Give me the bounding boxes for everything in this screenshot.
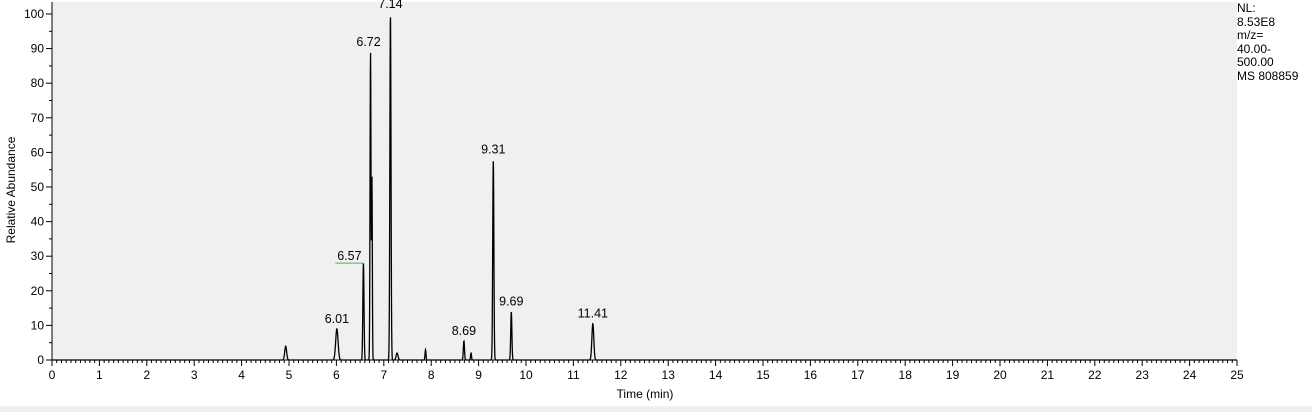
x-tick-label: 20 (993, 368, 1007, 382)
x-tick-label: 18 (899, 368, 913, 382)
peak-labels-group: 6.01 6.57 6.72 7.14 8.69 9.31 9.69 11.41 (325, 0, 608, 338)
y-tick-label: 20 (31, 284, 45, 298)
y-tick-label: 70 (31, 111, 45, 125)
info-line: 8.53E8 (1237, 14, 1276, 29)
x-tick-label: 24 (1183, 368, 1197, 382)
x-tick-label: 25 (1230, 368, 1244, 382)
info-line: m/z= (1237, 28, 1264, 43)
bottom-strip (0, 406, 1312, 412)
peak-label: 6.57 (337, 249, 361, 263)
info-line: NL: (1237, 1, 1256, 15)
y-tick-label: 10 (31, 318, 45, 332)
info-line: MS 808859 (1237, 68, 1299, 83)
x-tick-label: 22 (1088, 368, 1102, 382)
info-line: 500.00 (1237, 55, 1274, 70)
plot-background (52, 2, 1237, 360)
x-tick-label: 6 (333, 368, 340, 382)
x-tick-label: 17 (851, 368, 865, 382)
x-tick-label: 0 (49, 368, 56, 382)
x-tick-label: 14 (709, 368, 723, 382)
x-tick-label: 11 (567, 368, 580, 382)
y-tick-label: 0 (37, 353, 44, 367)
y-axis-label: Relative Abundance (4, 136, 18, 243)
x-tick-label: 16 (804, 368, 818, 382)
x-tick-label: 7 (380, 368, 387, 382)
x-tick-label: 8 (428, 368, 435, 382)
x-axis-label: Time (min) (617, 387, 674, 401)
x-tick-label: 13 (662, 368, 676, 382)
x-tick-label: 15 (756, 368, 770, 382)
x-tick-label: 4 (238, 368, 245, 382)
x-tick-label: 23 (1136, 368, 1150, 382)
y-tick-label: 100 (24, 7, 44, 21)
info-line: 40.00- (1237, 41, 1272, 56)
y-tick-label: 80 (31, 76, 45, 90)
y-tick-label: 60 (31, 145, 45, 159)
x-tick-label: 1 (96, 368, 103, 382)
peak-label: 6.72 (356, 35, 380, 49)
axes-group: 0 1 2 3 4 5 6 7 8 9 10 11 12 13 14 15 16 17 18 19 20 21 22 23 24… (24, 2, 1244, 382)
y-tick-label: 90 (31, 42, 45, 56)
x-tick-label: 10 (519, 368, 533, 382)
y-tick-label: 30 (31, 249, 45, 263)
x-tick-label: 3 (191, 368, 198, 382)
peak-label: 11.41 (578, 307, 608, 321)
peak-label: 8.69 (452, 324, 476, 338)
y-tick-label: 40 (31, 215, 45, 229)
x-tick-label: 12 (614, 368, 628, 382)
peak-label: 7.14 (378, 0, 402, 11)
x-tick-label: 9 (475, 368, 482, 382)
peak-label: 6.01 (325, 312, 349, 326)
x-tick-label: 2 (143, 368, 150, 382)
normalization-info-box: NL: 8.53E8 m/z= 40.00- 500.00 MS 808859 (1237, 1, 1311, 84)
x-tick-label: 21 (1041, 368, 1055, 382)
x-tick-label: 19 (946, 368, 960, 382)
peak-label: 9.31 (481, 142, 505, 156)
x-tick-label: 5 (286, 368, 293, 382)
y-tick-label: 50 (31, 180, 45, 194)
peak-label: 9.69 (499, 295, 523, 309)
